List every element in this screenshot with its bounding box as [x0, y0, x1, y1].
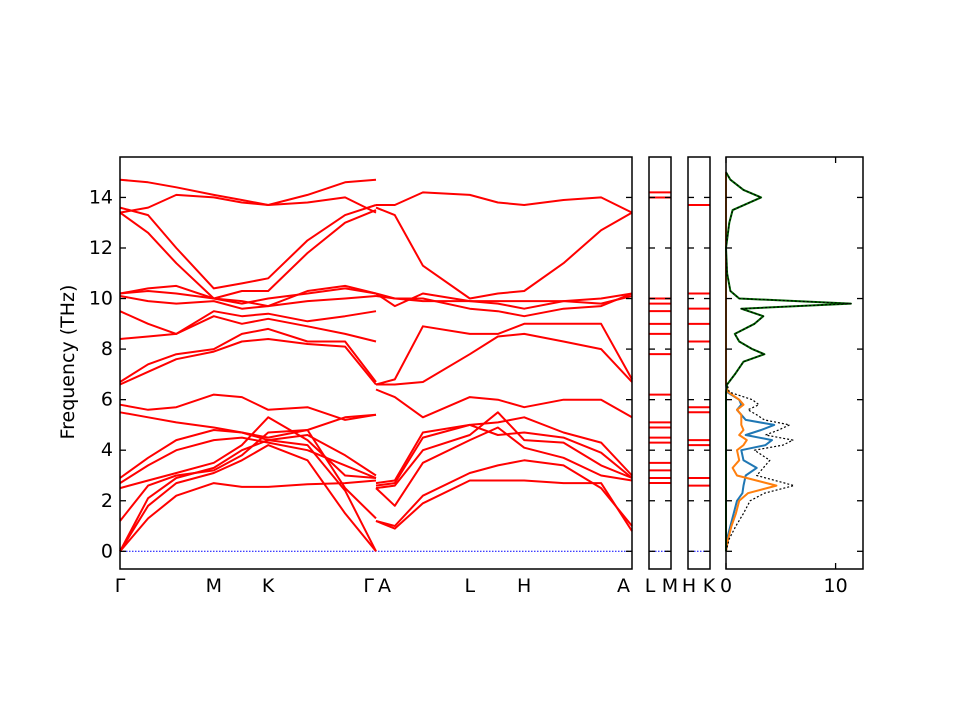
q-point-label: K [703, 575, 716, 597]
q-point-label: H [517, 575, 531, 597]
phonon-band-line [375, 292, 633, 318]
q-point-label: H [682, 575, 696, 597]
q-point-label: L [645, 575, 656, 597]
band-panel-narrow [648, 156, 672, 570]
phonon-band-line [119, 310, 377, 335]
y-tick-label: 10 [89, 288, 113, 310]
phonon-band-line [375, 292, 633, 310]
phonon-band-line [375, 423, 633, 487]
y-tick-label: 2 [101, 490, 113, 512]
y-tick-label: 0 [101, 540, 113, 562]
phonon-band-line [119, 284, 377, 305]
band-panel-narrow [687, 156, 711, 570]
q-point-label: M [206, 575, 222, 597]
phonon-band-line [119, 479, 377, 552]
dos-x-tick-label: 10 [824, 575, 848, 597]
y-tick-label: 14 [89, 186, 113, 208]
phonon-band-line [375, 322, 633, 386]
phonon-band-line [119, 204, 377, 290]
q-point-label: Γ [115, 575, 126, 597]
y-tick-label: 8 [101, 338, 113, 360]
dos-x-tick-label: 0 [720, 575, 732, 597]
phonon-band-line [375, 459, 633, 527]
phonon-band-line [119, 315, 377, 343]
phonon-band-line [119, 338, 377, 386]
y-axis-label: Frequency (THz) [57, 285, 79, 440]
y-tick-label: 12 [89, 237, 113, 259]
phonon-band-line [119, 327, 377, 383]
dos-panel [725, 156, 864, 570]
y-tick-label: 6 [101, 389, 113, 411]
dos-total-line [725, 171, 852, 552]
phonon-band-line [119, 295, 377, 310]
phonon-band-line [119, 439, 377, 552]
phonon-band-line [376, 191, 633, 214]
q-point-label: A [378, 575, 391, 597]
dos-series-line [725, 172, 778, 552]
phonon-band-line [375, 388, 633, 419]
phonon-band-line [119, 429, 377, 522]
phonon-band-line [376, 332, 633, 386]
phonon-band-line [119, 193, 377, 214]
phonon-band-line [375, 416, 633, 485]
phonon-band-line [375, 411, 633, 490]
phonon-band-line [119, 411, 377, 439]
phonon-band-line [375, 479, 633, 532]
phonon-band-line [375, 206, 633, 300]
phonon-band-line [119, 284, 377, 308]
q-point-label: L [464, 575, 475, 597]
phonon-band-line [119, 178, 377, 206]
q-point-label: A [617, 575, 630, 597]
q-point-label: M [662, 575, 678, 597]
phonon-band-line [375, 426, 633, 507]
phonon-band-line [119, 416, 377, 490]
y-tick-label: 4 [101, 439, 113, 461]
q-point-label: K [262, 575, 275, 597]
phonon-band-line [119, 436, 377, 484]
phonon-band-line [119, 209, 377, 300]
dos-series-line [725, 172, 776, 552]
q-point-label: Γ [363, 575, 374, 597]
phonon-band-line [119, 444, 377, 552]
band-panel-main [119, 156, 633, 570]
phonon-band-line [119, 393, 377, 421]
